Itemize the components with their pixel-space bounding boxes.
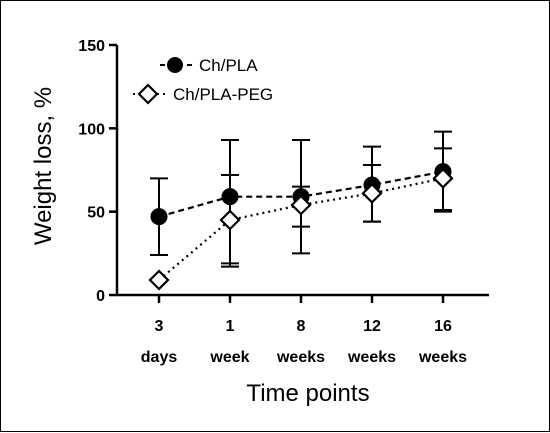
- legend-label: Ch/PLA: [199, 56, 258, 75]
- y-axis-title: Weight loss, %: [30, 87, 57, 245]
- y-tick-label: 150: [78, 38, 105, 55]
- x-tick-label: 12: [363, 318, 381, 335]
- x-tick-label: 1: [226, 318, 235, 335]
- x-ticks: 3 days 1 week 8 weeks 12 weeks 16 weeks: [141, 295, 467, 366]
- legend: Ch/PLA Ch/PLA-PEG: [133, 56, 273, 105]
- x-tick-label: 16: [434, 318, 452, 335]
- legend-label: Ch/PLA-PEG: [173, 85, 273, 104]
- series-markers: [148, 163, 454, 291]
- y-tick-label: 0: [96, 288, 105, 305]
- legend-marker-circle: [167, 57, 183, 73]
- y-tick-label: 50: [87, 205, 105, 222]
- x-tick-label-unit: week: [209, 349, 249, 366]
- data-point-diamond: [432, 167, 454, 189]
- x-tick-label-unit: weeks: [418, 349, 467, 366]
- data-point-diamond: [361, 182, 383, 204]
- x-tick-label: 3: [155, 318, 164, 335]
- axes: [115, 45, 489, 297]
- data-point-circle: [221, 188, 239, 206]
- data-point-diamond: [290, 194, 312, 216]
- series-line-1: [158, 177, 444, 281]
- x-tick-label-unit: weeks: [347, 349, 396, 366]
- data-point-diamond: [148, 269, 170, 291]
- data-point-diamond: [219, 209, 241, 231]
- x-tick-label-unit: days: [141, 349, 178, 366]
- x-tick-label: 8: [297, 318, 306, 335]
- y-tick-label: 100: [78, 121, 105, 138]
- legend-marker-diamond: [137, 83, 159, 105]
- data-point-circle: [150, 208, 168, 226]
- y-ticks: 0 50 100 150: [78, 38, 117, 305]
- x-axis-title: Time points: [246, 380, 369, 407]
- x-tick-label-unit: weeks: [276, 349, 325, 366]
